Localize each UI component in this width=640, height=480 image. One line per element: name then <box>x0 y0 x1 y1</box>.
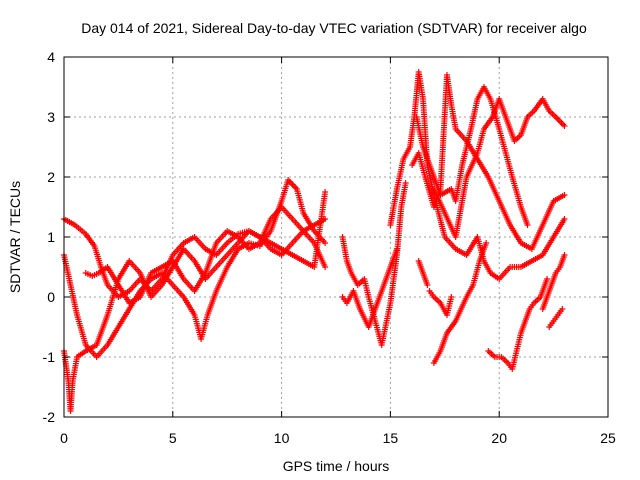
x-tick-label: 0 <box>60 430 68 446</box>
y-tick-label: 0 <box>47 289 55 305</box>
series-trace-9 <box>413 84 531 228</box>
y-tick-label: -1 <box>43 349 56 365</box>
x-axis-label: GPS time / hours <box>283 458 390 474</box>
x-tick-label: 10 <box>274 430 290 446</box>
series-trace-8 <box>409 72 568 252</box>
series-trace-12 <box>415 258 431 288</box>
chart-title: Day 014 of 2021, Sidereal Day-to-day VTE… <box>81 20 587 36</box>
data-point-marker <box>322 189 329 195</box>
y-axis-label: SDTVAR / TECUs <box>7 181 23 293</box>
y-tick-label: 4 <box>47 49 55 65</box>
data-point-marker <box>393 246 400 252</box>
series-trace-10 <box>430 96 568 240</box>
data-point-marker <box>524 222 531 228</box>
series-trace-4 <box>82 204 329 306</box>
data-point-marker <box>322 240 329 246</box>
y-tick-label: -2 <box>43 409 56 425</box>
y-tick-label: 1 <box>47 229 55 245</box>
grid-lines <box>64 57 608 417</box>
data-point-marker <box>402 180 409 186</box>
data-point-marker <box>561 192 568 198</box>
x-tick-label: 20 <box>491 430 507 446</box>
series-trace-6 <box>339 246 400 330</box>
y-tick-label: 2 <box>47 169 55 185</box>
data-point-marker <box>544 276 551 282</box>
series-trace-2 <box>61 177 329 360</box>
series-trace-15 <box>539 252 568 312</box>
data-point-marker <box>559 306 566 312</box>
data-point-marker <box>483 240 490 246</box>
data-point-marker <box>561 123 568 129</box>
y-tick-label: 3 <box>47 109 55 125</box>
series-trace-14 <box>485 276 551 372</box>
data-point-marker <box>322 264 329 270</box>
data-point-marker <box>424 282 431 288</box>
series-trace-16 <box>546 306 566 330</box>
x-tick-label: 5 <box>169 430 177 446</box>
series-trace-13 <box>430 240 490 366</box>
axis-ticks: 0 5 10 15 20 25 -2 -1 0 1 2 3 4 <box>43 49 616 446</box>
x-tick-label: 25 <box>600 430 616 446</box>
data-point-marker <box>561 216 568 222</box>
series-trace-5 <box>339 180 409 348</box>
series-trace-11 <box>426 288 455 318</box>
data-markers <box>61 69 568 414</box>
x-tick-label: 15 <box>383 430 399 446</box>
data-point-marker <box>448 294 455 300</box>
data-point-marker <box>561 252 568 258</box>
